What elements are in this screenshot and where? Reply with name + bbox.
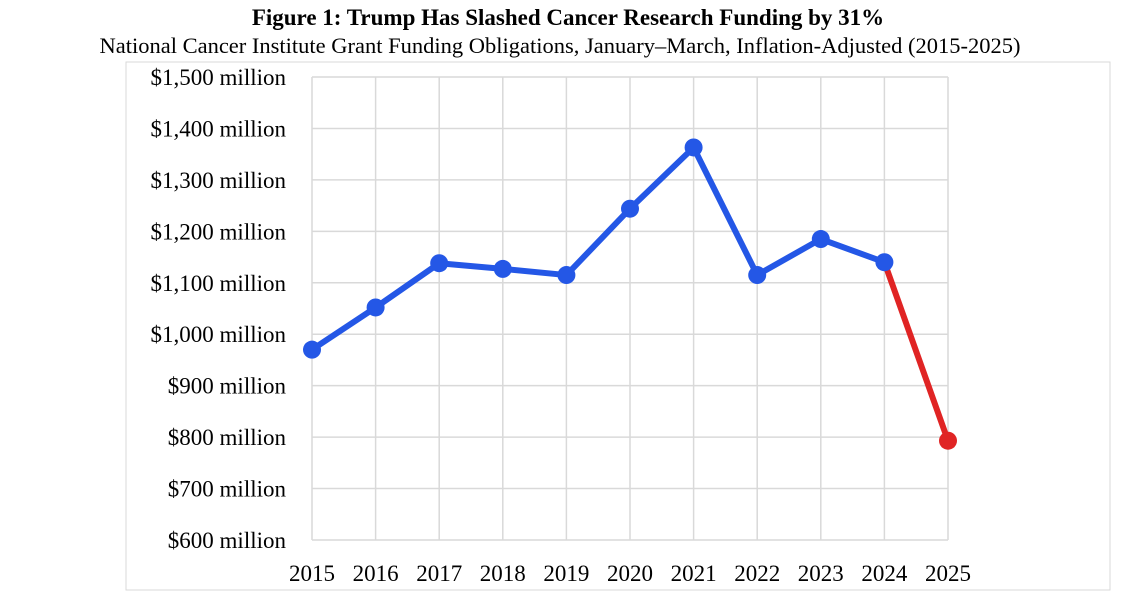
series-lines bbox=[309, 144, 951, 444]
data-point bbox=[303, 340, 321, 359]
data-point bbox=[939, 431, 957, 450]
series-line-segment bbox=[754, 236, 824, 279]
series-line-segment bbox=[436, 260, 506, 272]
data-point bbox=[430, 254, 449, 273]
y-tick-label: $600 million bbox=[168, 528, 287, 553]
chart-frame bbox=[125, 61, 1111, 591]
chart-subtitle: National Cancer Institute Grant Funding … bbox=[99, 33, 1021, 58]
series-line-segment bbox=[372, 260, 443, 311]
y-tick-label: $1,200 million bbox=[151, 219, 287, 244]
x-tick-label: 2022 bbox=[734, 561, 780, 586]
series-line-segment bbox=[881, 259, 951, 444]
series-line-segment bbox=[309, 304, 379, 353]
y-tick-label: $800 million bbox=[168, 425, 287, 450]
y-tick-label: $1,400 million bbox=[151, 116, 287, 141]
x-tick-label: 2023 bbox=[798, 561, 844, 586]
y-tick-label: $1,000 million bbox=[151, 322, 287, 347]
x-tick-label: 2020 bbox=[607, 561, 653, 586]
series-line-segment bbox=[627, 144, 697, 212]
y-tick-label: $900 million bbox=[168, 374, 287, 399]
data-point bbox=[748, 266, 767, 285]
series-line-segment bbox=[690, 144, 761, 279]
x-tick-label: 2021 bbox=[671, 561, 717, 586]
data-point bbox=[875, 253, 894, 272]
x-tick-label: 2025 bbox=[925, 561, 971, 586]
y-tick-label: $700 million bbox=[168, 477, 287, 502]
data-point bbox=[493, 259, 512, 278]
data-point bbox=[621, 199, 639, 218]
x-tick-label: 2019 bbox=[543, 561, 589, 586]
y-axis-tick-labels: $1,500 million $1,400 million $1,300 milli… bbox=[151, 65, 287, 553]
chart-title: Figure 1: Trump Has Slashed Cancer Resea… bbox=[251, 5, 885, 30]
series-points bbox=[303, 138, 957, 450]
x-tick-label: 2016 bbox=[353, 561, 399, 586]
series-line-segment bbox=[563, 205, 633, 279]
series-line-segment bbox=[817, 236, 888, 266]
x-tick-label: 2015 bbox=[289, 561, 335, 586]
gridlines bbox=[311, 76, 949, 541]
data-point bbox=[684, 138, 703, 157]
y-tick-label: $1,300 million bbox=[151, 168, 287, 193]
data-point bbox=[366, 298, 385, 317]
data-point bbox=[557, 266, 576, 285]
data-point bbox=[811, 230, 830, 249]
y-tick-label: $1,500 million bbox=[151, 65, 287, 90]
x-tick-label: 2024 bbox=[861, 561, 908, 586]
x-tick-label: 2017 bbox=[416, 561, 462, 586]
x-axis-tick-labels: 2015 2016 2017 2018 2019 2020 2021 2022 2023 2024… bbox=[289, 561, 971, 586]
y-tick-label: $1,100 million bbox=[151, 271, 287, 296]
series-line-segment bbox=[499, 265, 570, 279]
x-tick-label: 2018 bbox=[480, 561, 526, 586]
